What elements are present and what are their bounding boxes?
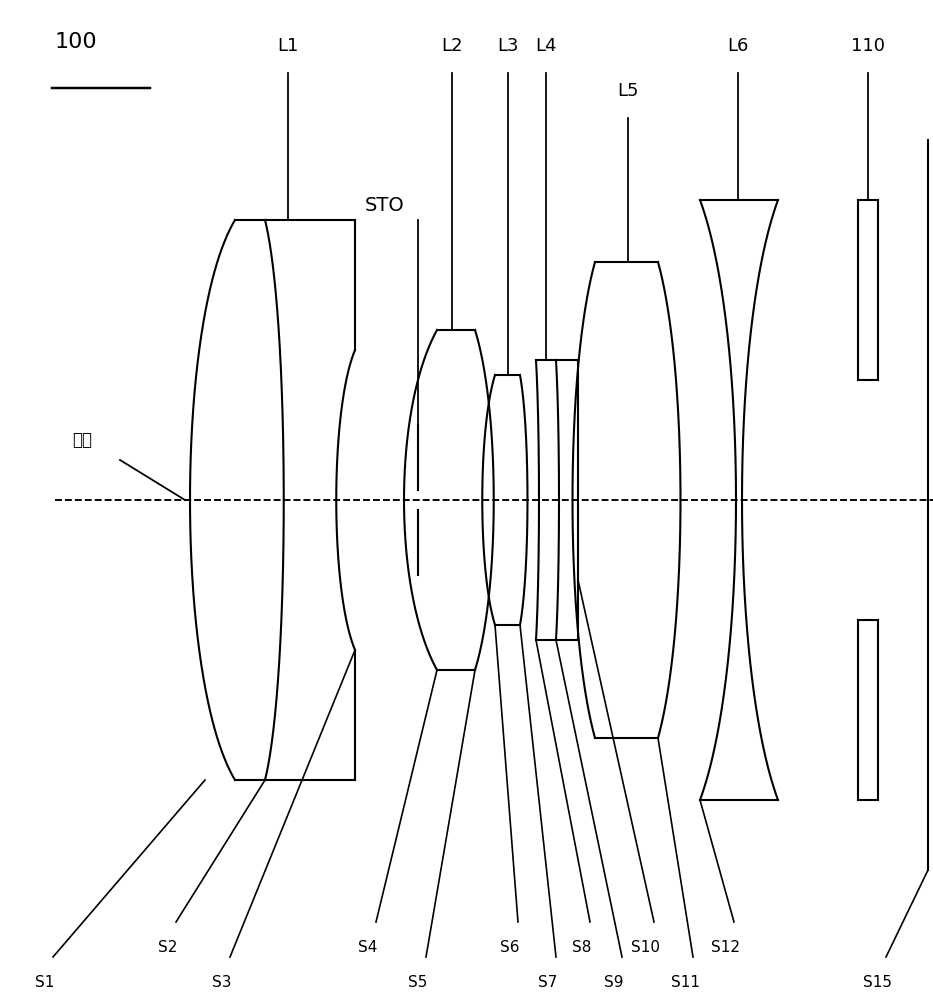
Text: S15: S15: [864, 975, 893, 990]
Text: 100: 100: [55, 32, 98, 52]
Text: L1: L1: [277, 37, 299, 55]
Text: L4: L4: [536, 37, 557, 55]
Text: L6: L6: [728, 37, 748, 55]
Text: STO: STO: [365, 196, 405, 215]
Text: S9: S9: [605, 975, 624, 990]
Text: S12: S12: [712, 940, 741, 955]
Text: S11: S11: [671, 975, 700, 990]
Text: 110: 110: [851, 37, 885, 55]
Text: L3: L3: [497, 37, 519, 55]
Text: L2: L2: [441, 37, 463, 55]
Text: S2: S2: [159, 940, 177, 955]
Text: S3: S3: [212, 975, 231, 990]
Text: S8: S8: [572, 940, 592, 955]
Text: S4: S4: [358, 940, 378, 955]
Text: S10: S10: [632, 940, 661, 955]
Text: S6: S6: [500, 940, 520, 955]
Text: L5: L5: [618, 82, 639, 100]
Text: S1: S1: [35, 975, 55, 990]
Text: S5: S5: [409, 975, 427, 990]
Text: 光轴: 光轴: [72, 431, 92, 449]
Text: S7: S7: [538, 975, 558, 990]
